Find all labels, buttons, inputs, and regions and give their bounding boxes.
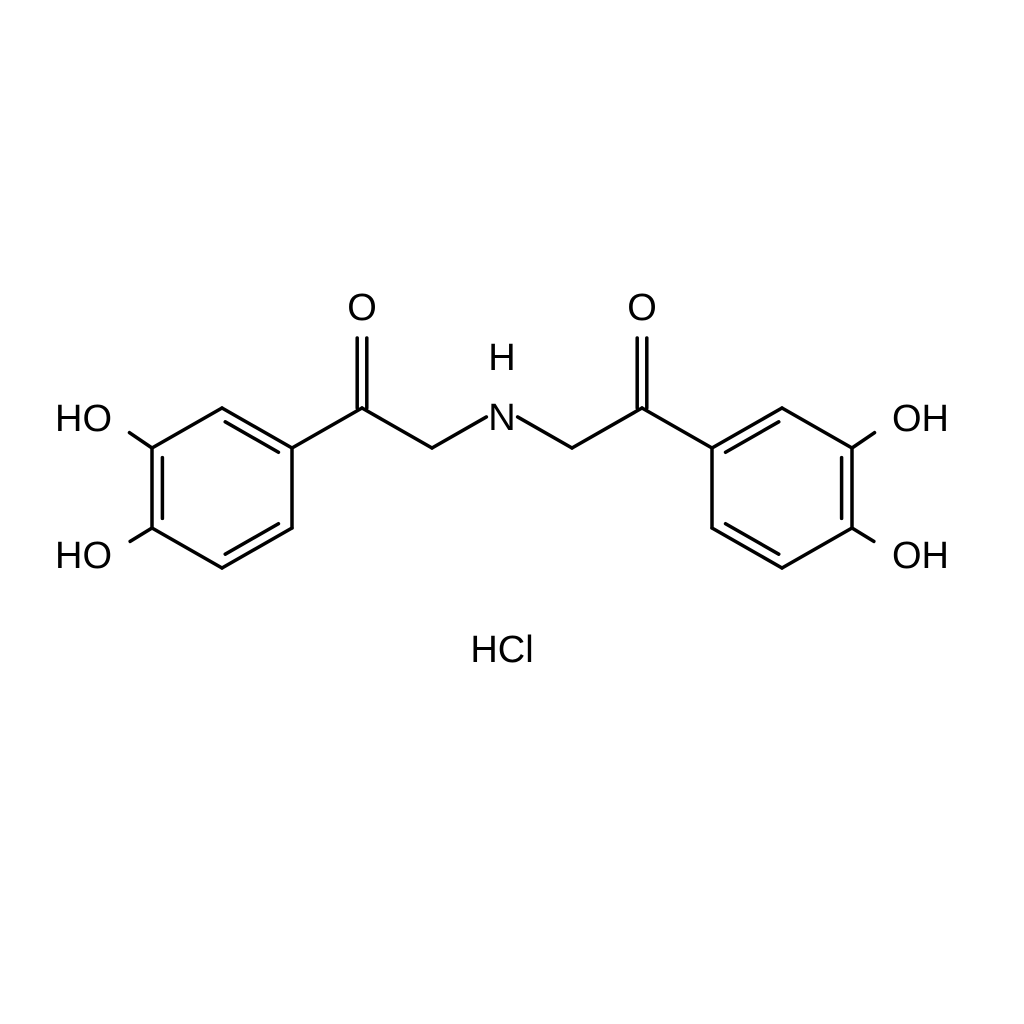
atom-label: HO: [55, 398, 112, 440]
atom-label: O: [627, 287, 657, 329]
atom-label: N: [488, 397, 515, 439]
atom-label: O: [347, 287, 377, 329]
atom-label: HCl: [470, 629, 533, 671]
atom-label: H: [488, 337, 515, 379]
atom-label: OH: [892, 535, 949, 577]
atom-label: OH: [892, 398, 949, 440]
atom-label: HO: [55, 535, 112, 577]
chemical-structure-figure: HO HO OH OH O O NH HCl: [0, 0, 1024, 1024]
